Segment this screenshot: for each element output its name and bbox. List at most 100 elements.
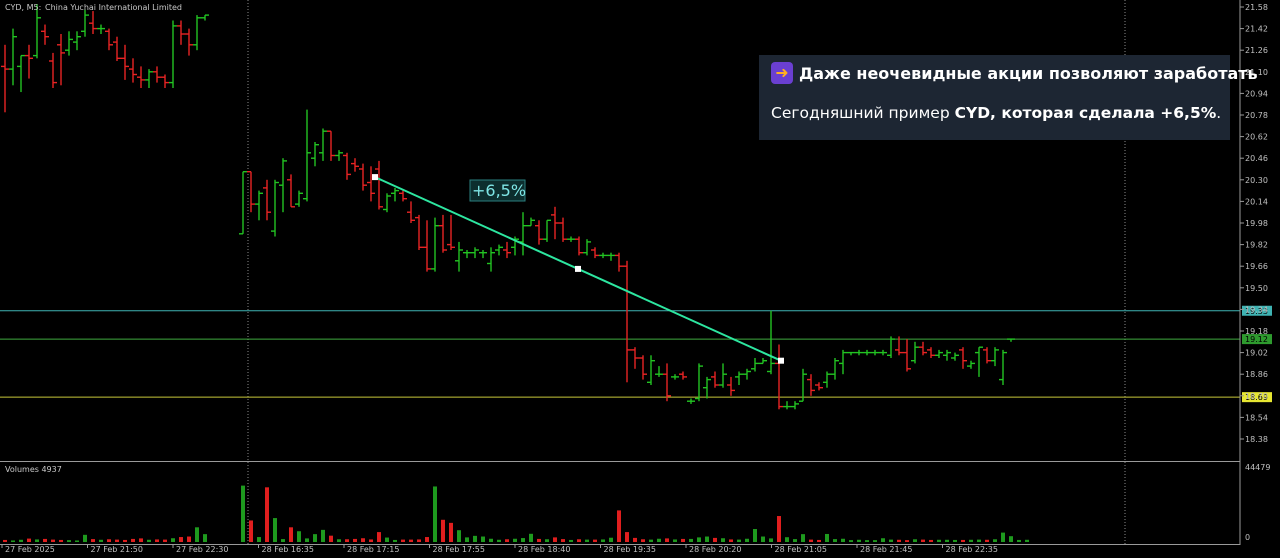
chart-symbol: CYD, M5:: [5, 3, 41, 12]
volume-bar: [249, 520, 253, 542]
volume-bar: [321, 529, 325, 542]
ohlc-bar: [17, 54, 25, 93]
volume-bar: [35, 539, 39, 542]
ohlc-bar: [113, 36, 121, 61]
trendline-label-box: [469, 179, 526, 202]
trendline-handle: [778, 357, 784, 364]
ohlc-bar: [647, 355, 655, 385]
ohlc-bar: [121, 44, 129, 80]
volume-bar: [609, 537, 613, 542]
volume-bar: [665, 538, 669, 542]
ohlc-bar: [583, 239, 591, 256]
price-tick-label: 18.70: [1245, 392, 1268, 401]
level-price-badge: [1242, 334, 1272, 345]
volume-bar: [617, 510, 621, 542]
ohlc-bar: [319, 128, 327, 161]
ohlc-bar: [327, 130, 335, 161]
ohlc-bar: [169, 20, 177, 88]
ohlc-bar: [439, 214, 447, 253]
volume-bar: [171, 538, 175, 542]
ohlc-bar: [871, 349, 879, 356]
level-price-label: 19.33: [1245, 307, 1268, 316]
volume-bar: [27, 538, 31, 542]
ohlc-bar: [423, 220, 431, 272]
volume-bar: [377, 532, 381, 542]
time-tick-label: 28 Feb 17:55: [433, 545, 485, 554]
volume-bar: [681, 538, 685, 542]
ohlc-bar: [383, 193, 391, 213]
volume-bar: [809, 539, 813, 542]
ohlc-bar: [129, 58, 137, 83]
volume-bar: [425, 537, 429, 542]
ohlc-bar: [1007, 338, 1015, 342]
volume-bar: [929, 539, 933, 542]
volume-bar: [753, 529, 757, 542]
volume-bar: [409, 539, 413, 542]
volume-bar: [203, 534, 207, 542]
ohlc-bar: [887, 336, 895, 358]
volume-bar: [241, 485, 245, 542]
time-tick-label: 28 Feb 16:35: [262, 545, 314, 554]
volume-bar: [713, 537, 717, 542]
volume-bar: [897, 539, 901, 542]
volume-bar: [11, 540, 15, 542]
ohlc-bar: [575, 236, 583, 256]
volume-bar: [641, 539, 645, 542]
ohlc-bar: [727, 376, 735, 396]
ohlc-bar: [903, 339, 911, 372]
ohlc-bar: [303, 109, 311, 202]
ohlc-bar: [407, 201, 415, 223]
volume-bar: [1009, 536, 1013, 542]
volume-bar: [297, 531, 301, 542]
ohlc-bar: [559, 217, 567, 242]
volume-bar: [953, 539, 957, 542]
ohlc-bar: [503, 241, 511, 259]
ohlc-bar: [919, 341, 927, 356]
ohlc-bar: [591, 247, 599, 259]
ohlc-bar: [431, 217, 439, 272]
price-tick-label: 20.78: [1245, 111, 1268, 120]
ohlc-bar: [719, 363, 727, 388]
info-text: Сегодняшний пример CYD, которая сделала …: [771, 104, 1221, 122]
volume-bar: [75, 540, 79, 542]
volume-bar: [67, 540, 71, 542]
volume-bar: [793, 539, 797, 542]
time-tick-label: 27 Feb 22:30: [176, 545, 228, 554]
volume-bar: [361, 538, 365, 542]
time-tick-label: 28 Feb 17:15: [347, 545, 399, 554]
volume-bar: [417, 539, 421, 542]
volume-bar: [147, 539, 151, 542]
ohlc-bar: [967, 360, 975, 369]
ohlc-bar: [295, 190, 303, 207]
volume-bar: [465, 537, 469, 542]
volume-bar: [3, 539, 7, 542]
volume-bar: [139, 538, 143, 542]
volume-bar: [83, 534, 87, 542]
volumes-label: Volumes 4937: [5, 465, 62, 474]
time-tick-label: 28 Feb 19:35: [604, 545, 656, 554]
time-tick-label: 28 Feb 21:05: [775, 545, 827, 554]
ohlc-bar: [607, 252, 615, 261]
level-price-badge: [1242, 305, 1272, 316]
volume-bar: [745, 538, 749, 542]
volume-bar: [1001, 532, 1005, 542]
price-tick-label: 18.38: [1245, 435, 1268, 444]
price-tick-label: 19.18: [1245, 327, 1268, 336]
price-tick-label: 19.98: [1245, 219, 1268, 228]
ohlc-bar: [535, 220, 543, 245]
volume-bar: [841, 538, 845, 542]
level-price-label: 19.12: [1245, 335, 1268, 344]
ohlc-bar: [343, 152, 351, 180]
volume-bar: [449, 522, 453, 542]
ohlc-bar: [991, 347, 999, 367]
ohlc-bar: [951, 352, 959, 361]
ohlc-bar: [695, 363, 703, 402]
volume-bar: [457, 530, 461, 542]
ohlc-bar: [287, 174, 295, 208]
ohlc-bar: [391, 187, 399, 202]
price-tick-label: 20.14: [1245, 197, 1268, 206]
ohlc-bar: [455, 241, 463, 272]
ohlc-bar: [495, 244, 503, 256]
volume-bar: [19, 539, 23, 542]
volume-bar: [289, 527, 293, 542]
